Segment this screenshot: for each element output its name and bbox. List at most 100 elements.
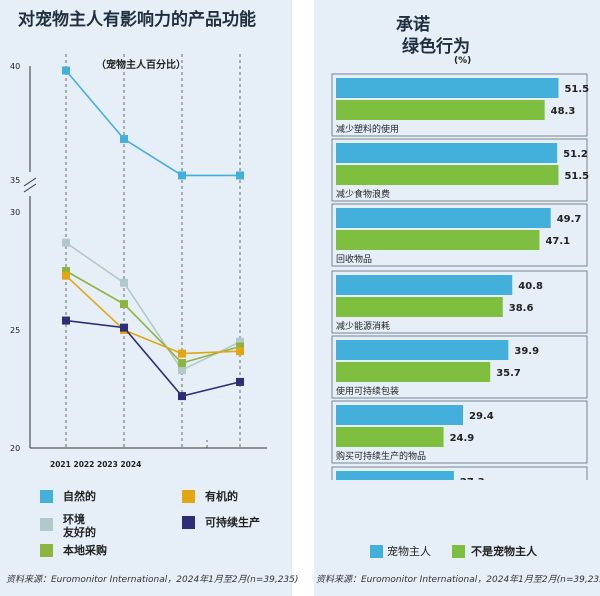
bar — [336, 165, 559, 185]
legend-swatch-non-pet-owner — [452, 545, 465, 558]
bar-chart-title-line2: 绿色行为 — [402, 37, 470, 57]
data-point — [236, 347, 244, 356]
data-point — [178, 392, 186, 401]
line-chart-subtitle: （宠物主人百分比） — [96, 60, 186, 71]
legend-label-local: 本地采购 — [63, 544, 107, 557]
bar — [336, 78, 559, 98]
bar — [336, 405, 464, 425]
data-point — [62, 238, 70, 247]
legend-swatch-pet-owner — [370, 545, 383, 558]
bar-value-label: 35.7 — [496, 368, 521, 379]
bar-value-label: 49.7 — [557, 214, 582, 225]
data-point — [178, 366, 186, 375]
series-line — [65, 70, 240, 177]
category-box — [331, 270, 588, 334]
bar — [336, 362, 491, 382]
legend-label-natural: 自然的 — [63, 490, 96, 503]
bar — [336, 208, 551, 228]
bar — [336, 297, 503, 317]
x-tick-label: 2021 2022 2023 2024 — [50, 460, 141, 469]
data-point — [62, 271, 70, 280]
legend-label-organic: 有机的 — [205, 490, 238, 503]
legend-eco: 环境 友好的 — [40, 513, 96, 539]
category-label: 购买可持续生产的物品 — [336, 450, 426, 462]
left-panel: 对宠物主人有影响力的产品功能 （宠物主人百分比） 40 35 30 25 20 2021 … — [0, 0, 298, 596]
data-point — [236, 377, 244, 386]
category-box — [331, 203, 588, 267]
legend-natural: 自然的 — [40, 490, 96, 503]
legend-label-sustainable: 可持续生产 — [205, 516, 260, 529]
bar-value-label: 38.6 — [509, 303, 534, 314]
legend-sustainable: 可持续生产 — [182, 516, 260, 529]
series-line — [65, 270, 241, 364]
category-box — [331, 466, 588, 480]
left-source-note: 资料来源：Euromonitor International，2024年1月至2… — [6, 575, 299, 585]
axis-break-mark — [23, 177, 37, 187]
bar-value-label: 47.1 — [545, 236, 570, 247]
bar — [336, 471, 454, 480]
bar — [336, 427, 444, 447]
legend-swatch-sustainable — [182, 516, 195, 529]
category-label: 回收物品 — [336, 253, 372, 265]
bar-value-label: 51.5 — [564, 171, 589, 182]
category-label: 使用可持续包装 — [336, 385, 399, 397]
bar-value-label: 40.8 — [518, 281, 543, 292]
data-point — [62, 316, 70, 325]
series-line — [65, 275, 241, 355]
category-box — [331, 400, 588, 464]
data-point — [178, 359, 186, 368]
bar — [336, 275, 513, 295]
series-line — [65, 242, 241, 372]
axis-break-mark — [23, 183, 37, 193]
data-point — [236, 342, 244, 351]
data-point — [236, 337, 244, 346]
data-point — [62, 267, 70, 275]
bar-value-label: 24.9 — [450, 433, 475, 444]
category-label: 减少塑料的使用 — [336, 123, 399, 135]
legend-swatch-natural — [40, 490, 53, 503]
y-tick-label: 25 — [10, 326, 20, 335]
y-tick-label: 35 — [10, 176, 20, 185]
legend-swatch-local — [40, 544, 53, 557]
legend-swatch-eco — [40, 518, 53, 531]
bar-value-label: 51.2 — [563, 149, 588, 160]
data-point — [120, 323, 128, 332]
bar — [336, 143, 558, 163]
bar — [336, 340, 509, 360]
category-label: 减少能源消耗 — [336, 320, 390, 332]
category-box — [331, 73, 588, 137]
category-box — [331, 335, 588, 399]
category-label: 减少食物浪费 — [336, 188, 390, 200]
y-tick-label: 30 — [10, 208, 20, 217]
bar-value-label: 27.3 — [460, 477, 485, 480]
data-point — [236, 171, 244, 180]
legend-pet-owner: 宠物主人 — [370, 545, 431, 558]
line-chart-title: 对宠物主人有影响力的产品功能 — [18, 10, 256, 30]
y-tick-label: 20 — [10, 444, 20, 453]
y-tick-label: 40 — [10, 62, 20, 71]
data-point — [120, 134, 128, 143]
data-point — [178, 171, 186, 180]
series-line — [65, 319, 241, 397]
right-source-note: 资料来源：Euromonitor International，2024年1月至2… — [316, 575, 600, 585]
bar-value-label: 48.3 — [551, 106, 576, 117]
bar-value-label: 51.5 — [564, 84, 589, 95]
bar-chart-unit: (%) — [454, 56, 472, 66]
data-point — [62, 66, 70, 75]
bar-value-label: 39.9 — [514, 346, 539, 357]
data-point — [120, 300, 128, 309]
data-point — [178, 349, 186, 358]
data-point — [120, 278, 128, 287]
bar-chart-title-line1: 承诺 — [396, 15, 430, 35]
category-box — [331, 138, 588, 202]
legend-label-pet-owner: 宠物主人 — [387, 545, 431, 558]
line-chart: 40 35 30 25 20 2021 2022 2023 2024 — [10, 54, 267, 469]
legend-label-non-pet-owner: 不是宠物主人 — [471, 545, 537, 558]
legend-non-pet-owner: 不是宠物主人 — [452, 545, 537, 558]
legend-swatch-organic — [182, 490, 195, 503]
legend-local: 本地采购 — [40, 544, 107, 557]
legend-organic: 有机的 — [182, 490, 238, 503]
legend-label-eco: 环境 友好的 — [63, 513, 96, 539]
bar — [336, 100, 545, 120]
right-panel: 承诺 绿色行为 (%) 51.5 48.3 减少塑料的使用 51.2 51.5 减少食物浪… — [314, 0, 600, 596]
